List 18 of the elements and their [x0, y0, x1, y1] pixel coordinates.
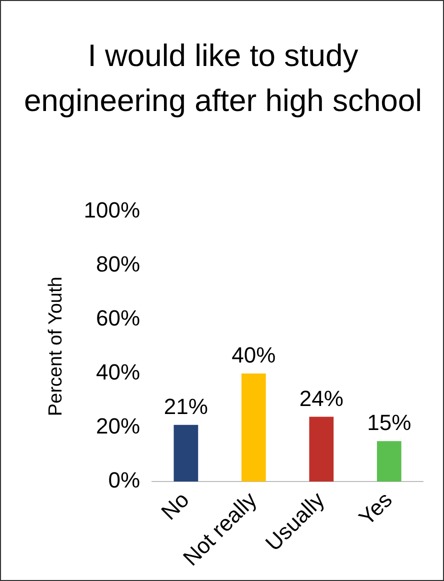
data-label: 24% — [299, 386, 344, 411]
data-label: 40% — [232, 342, 276, 368]
y-tick-label: 80% — [96, 251, 140, 276]
y-tick-label: 100% — [84, 197, 140, 222]
x-tick-label: No — [156, 487, 194, 525]
bar — [174, 424, 198, 482]
bar — [376, 441, 402, 482]
y-tick-label: 40% — [96, 360, 140, 385]
x-tick-label: Yes — [354, 487, 397, 530]
data-label: 15% — [367, 410, 412, 436]
bar — [241, 373, 266, 482]
chart-title: I would like to study engineering after high school — [22, 37, 424, 120]
y-tick-label: 0% — [108, 468, 140, 493]
y-axis-title: Percent of Youth — [46, 276, 67, 416]
y-tick-label: 60% — [96, 305, 140, 330]
data-label: 21% — [164, 394, 208, 419]
bar — [309, 416, 334, 482]
y-tick-label: 20% — [96, 414, 140, 439]
